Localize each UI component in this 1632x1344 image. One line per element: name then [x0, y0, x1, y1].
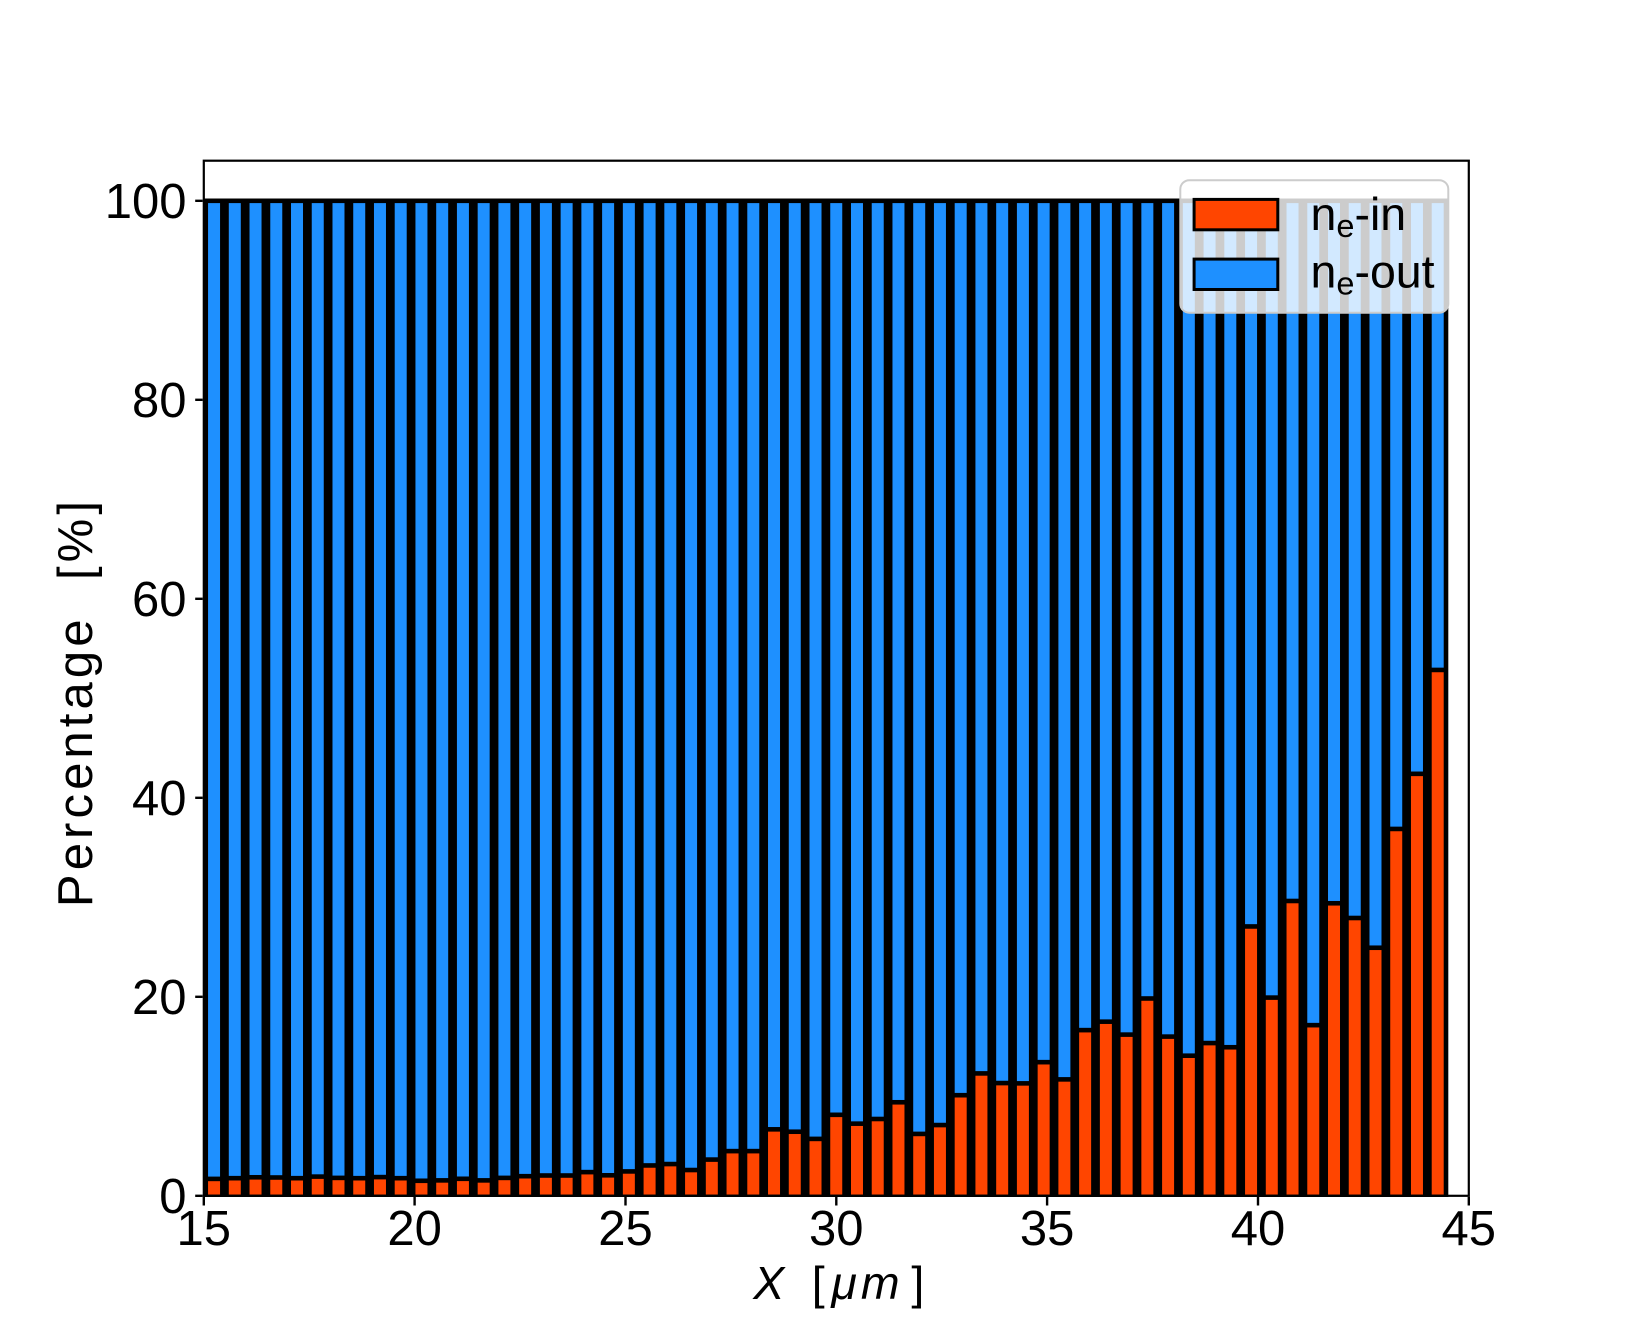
svg-text:45: 45 [1442, 1202, 1497, 1256]
svg-text:100: 100 [105, 175, 187, 229]
svg-text:X: X [752, 1257, 786, 1309]
svg-text:]: ] [911, 1257, 924, 1309]
svg-text:35: 35 [1020, 1202, 1075, 1256]
svg-text:40: 40 [1231, 1202, 1286, 1256]
svg-text:μm: μm [830, 1257, 903, 1309]
svg-text:20: 20 [387, 1202, 442, 1256]
svg-text:ne-out: ne-out [1311, 246, 1435, 302]
svg-text:60: 60 [132, 573, 187, 627]
svg-text:20: 20 [132, 971, 187, 1025]
svg-text:0: 0 [159, 1170, 186, 1224]
svg-text:ne-in: ne-in [1311, 188, 1407, 244]
svg-text:15: 15 [177, 1202, 232, 1256]
svg-text:30: 30 [809, 1202, 864, 1256]
svg-text:80: 80 [132, 374, 187, 428]
svg-text:[: [ [812, 1257, 825, 1309]
svg-text:40: 40 [132, 772, 187, 826]
svg-text:Percentage [%]: Percentage [%] [49, 497, 103, 907]
svg-text:25: 25 [598, 1202, 653, 1256]
